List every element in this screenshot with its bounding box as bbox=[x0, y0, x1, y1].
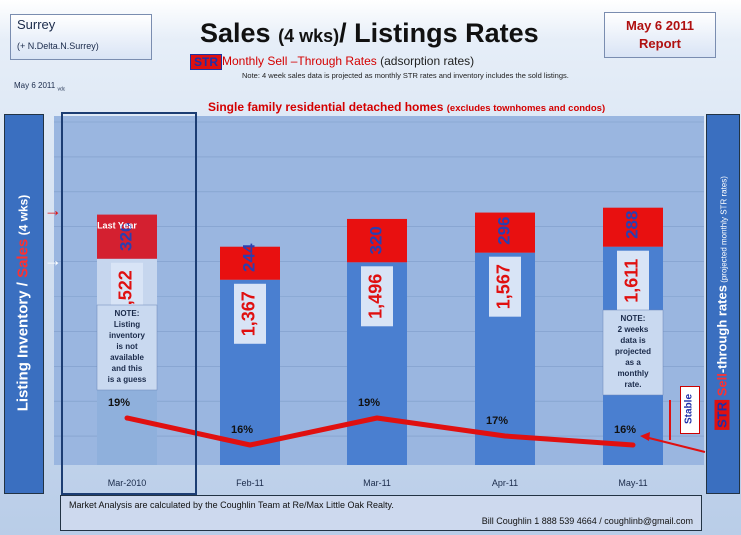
inventory-value-label: 1,522 bbox=[116, 270, 136, 315]
note-line: as a bbox=[625, 358, 641, 367]
sales-value-label: 288 bbox=[622, 211, 641, 239]
note-line: is a guess bbox=[108, 375, 147, 384]
title-rest: / Listings Rates bbox=[339, 18, 539, 48]
sales-value-label: 244 bbox=[239, 243, 258, 272]
note-line: data is bbox=[620, 336, 646, 345]
stable-label: Stable bbox=[683, 393, 695, 425]
right-axis-panel bbox=[706, 114, 740, 494]
note-line: and this bbox=[112, 364, 143, 373]
str-value-label: 19% bbox=[358, 397, 380, 409]
note-line: NOTE: bbox=[115, 309, 140, 318]
small-date: May 6 2011 vdc bbox=[14, 81, 65, 93]
note-line: monthly bbox=[617, 369, 649, 378]
bar-labels: 1,522 326 19% Last Year 1,367 244 16% 1,496 320 1… bbox=[96, 211, 664, 436]
subtitle-paren: (adsorption rates) bbox=[380, 54, 475, 68]
note-line: available bbox=[110, 353, 144, 362]
sales-bar bbox=[97, 214, 157, 259]
sales-bar bbox=[347, 218, 407, 263]
str-badge: STR bbox=[190, 54, 222, 70]
last-year-frame bbox=[61, 112, 197, 495]
x-tick-label: May-11 bbox=[618, 478, 647, 488]
x-tick-labels: Mar-2010 Feb-11 Mar-11 Apr-11 May-11 bbox=[108, 478, 648, 488]
sales-bar bbox=[220, 246, 280, 280]
str-series-line bbox=[124, 415, 636, 448]
inventory-value-label: 1,367 bbox=[239, 291, 259, 336]
top-note: Note: 4 week sales data is projected as … bbox=[242, 71, 569, 80]
region-subtitle: (+ N.Delta.N.Surrey) bbox=[17, 41, 99, 51]
str-value-label: 16% bbox=[614, 424, 636, 436]
region-name: Surrey bbox=[17, 17, 56, 32]
x-tick-label: Apr-11 bbox=[492, 478, 518, 488]
page-title: Sales (4 wks)/ Listings Rates bbox=[200, 18, 539, 49]
x-tick-label: Mar-2010 bbox=[108, 478, 147, 488]
banner-main: Single family residential detached homes bbox=[208, 100, 444, 114]
str-pointer-arrowhead bbox=[640, 432, 650, 441]
note-line: inventory bbox=[109, 331, 146, 340]
sales-value-label: 296 bbox=[494, 216, 513, 244]
sales-value-label: 320 bbox=[366, 226, 385, 254]
stable-box bbox=[680, 386, 700, 434]
inventory-value-label: 1,611 bbox=[622, 259, 642, 303]
str-value-label: 17% bbox=[486, 415, 508, 427]
sales-bar bbox=[603, 207, 663, 247]
report-date: May 6 2011 bbox=[626, 18, 694, 33]
str-value-label: 16% bbox=[231, 424, 253, 436]
title-paren: (4 wks) bbox=[278, 26, 340, 46]
chart-banner: Single family residential detached homes… bbox=[208, 100, 605, 114]
note-line: NOTE: bbox=[621, 314, 646, 323]
sales-arrow-icon: → bbox=[44, 200, 62, 220]
note-line: Listing bbox=[114, 320, 140, 329]
sales-value-label: 326 bbox=[116, 223, 135, 251]
inventory-label-box bbox=[361, 266, 393, 327]
subtitle-text: Monthly Sell –Through Rates bbox=[222, 54, 377, 68]
inventory-value-label: 1,496 bbox=[366, 274, 386, 319]
small-date-text: May 6 2011 bbox=[14, 81, 56, 90]
grid-lines bbox=[54, 121, 704, 437]
footer-line-2: Bill Coughlin 1 888 539 4664 / coughlinb… bbox=[481, 516, 693, 526]
report-label: Report bbox=[639, 36, 681, 51]
report-box: May 6 2011 Report bbox=[604, 12, 716, 58]
inventory-value-label: 1,567 bbox=[494, 264, 514, 309]
note-line: projected bbox=[615, 347, 651, 356]
note-line: 2 weeks bbox=[618, 325, 649, 334]
str-pointer-arrow bbox=[644, 436, 706, 453]
inventory-label-box bbox=[617, 250, 649, 311]
banner-paren: (excludes townhomes and condos) bbox=[446, 103, 606, 114]
last-year-label: Last Year bbox=[97, 221, 137, 231]
note-box bbox=[96, 304, 158, 391]
note-line: is not bbox=[116, 342, 138, 351]
inventory-label-box bbox=[234, 283, 266, 344]
small-date-tag: vdc bbox=[57, 86, 66, 93]
str-value-label: 19% bbox=[108, 397, 130, 409]
footer-line-1: Market Analysis are calculated by the Co… bbox=[69, 500, 394, 510]
footer: Market Analysis are calculated by the Co… bbox=[60, 495, 702, 531]
left-axis-panel bbox=[4, 114, 44, 494]
note-box bbox=[602, 309, 664, 396]
region-box: Surrey (+ N.Delta.N.Surrey) bbox=[10, 14, 152, 60]
note-line: rate. bbox=[625, 380, 642, 389]
x-tick-label: Feb-11 bbox=[236, 478, 264, 488]
sales-bar bbox=[475, 212, 535, 253]
str-line bbox=[124, 400, 706, 453]
inventory-label-box bbox=[489, 256, 521, 317]
x-tick-label: Mar-11 bbox=[363, 478, 391, 488]
inventory-arrow-icon: → bbox=[44, 250, 62, 270]
subtitle: Monthly Sell –Through Rates (adsorption … bbox=[222, 54, 474, 68]
title-main: Sales bbox=[200, 18, 271, 48]
